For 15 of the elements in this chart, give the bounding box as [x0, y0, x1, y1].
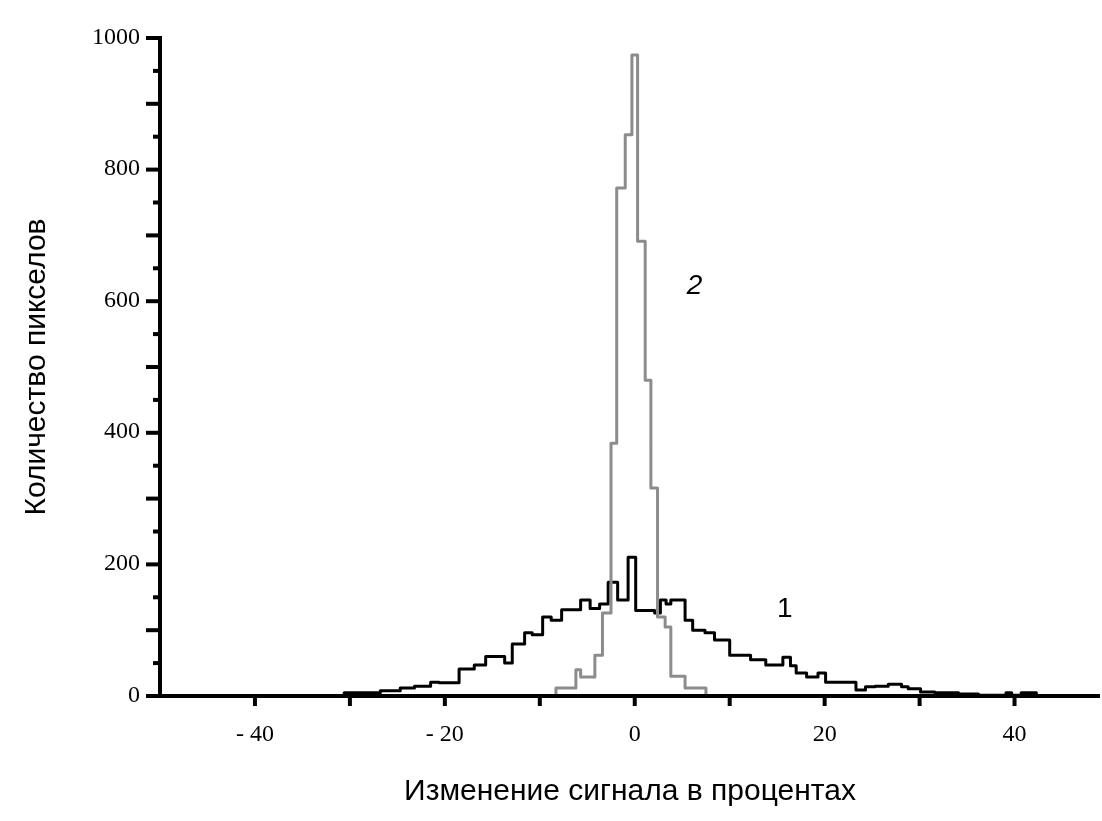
- series-label: 1: [776, 592, 793, 624]
- y-tick-label: 200: [104, 548, 140, 575]
- y-tick-label: 0: [128, 680, 140, 707]
- x-tick-label: 20: [812, 720, 837, 746]
- y-axis-title: Количество пикселов: [18, 218, 51, 516]
- x-tick-label: 40: [1002, 720, 1027, 746]
- x-tick-label: 0: [628, 720, 641, 746]
- y-tick-label: 800: [104, 154, 140, 181]
- x-axis-title: Изменение сигнала в процентах: [404, 773, 856, 806]
- y-tick-label: 400: [104, 417, 140, 444]
- x-tick-label: - 20: [425, 720, 464, 746]
- series-label: 2: [685, 269, 703, 301]
- y-tick-label: 600: [104, 285, 140, 312]
- x-tick-label: - 40: [235, 720, 274, 746]
- y-tick-label: 1000: [92, 22, 140, 49]
